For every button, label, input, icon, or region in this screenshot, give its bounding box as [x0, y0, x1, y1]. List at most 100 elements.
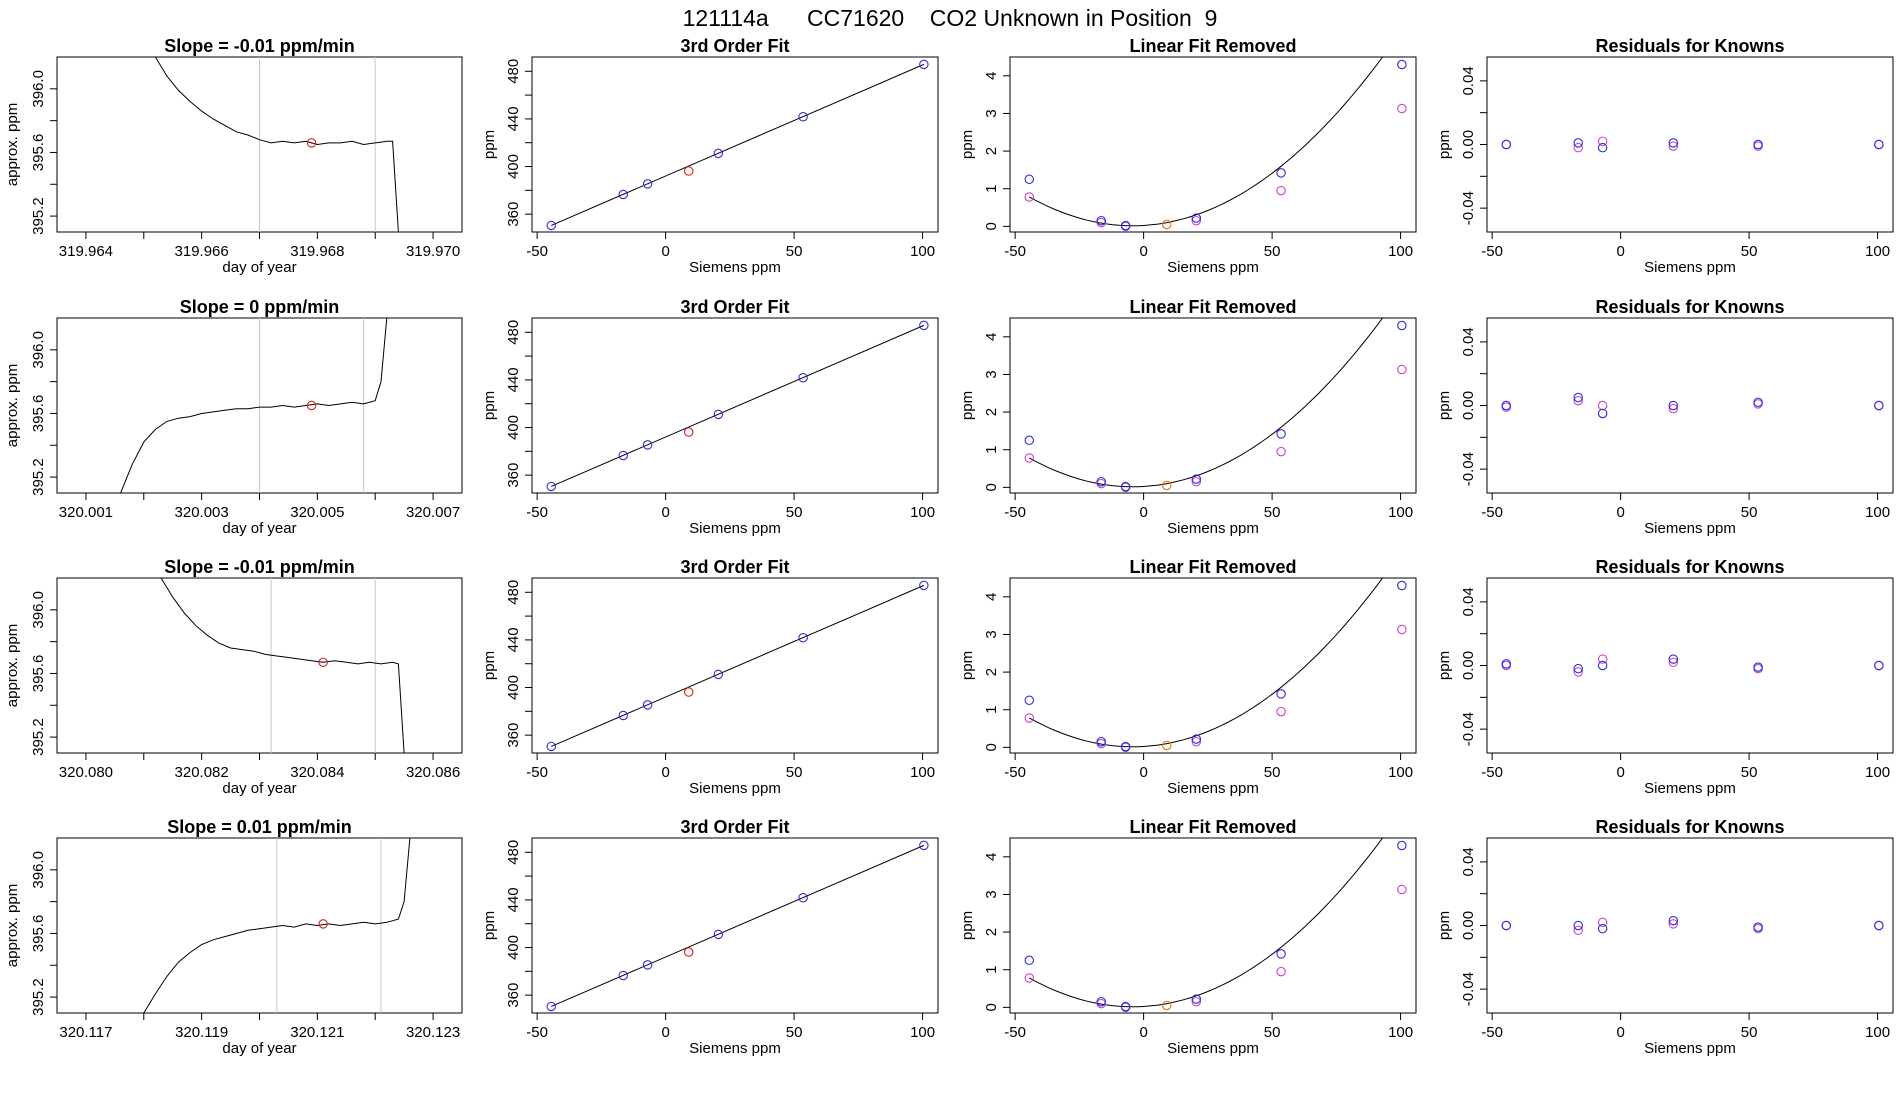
- y-tick-label: 0.04: [1460, 847, 1477, 876]
- fit-curve: [551, 63, 925, 226]
- residual-point: [1573, 392, 1583, 403]
- panel-title: 3rd Order Fit: [680, 817, 789, 837]
- residual-point: [1501, 659, 1512, 669]
- y-tick-label: 3: [983, 370, 1000, 378]
- x-axis-label: Siemens ppm: [1167, 780, 1259, 797]
- known-standard-point: [1397, 59, 1407, 70]
- panel-fit-r3: 3rd Order Fit -50 0 50 100 360 400 440 480 Siemen…: [481, 817, 939, 1057]
- unknown-sample-point: [683, 687, 694, 697]
- x-tick-label: 320.001: [59, 504, 113, 521]
- y-tick-label: 395.2: [30, 197, 47, 235]
- plot-area: [546, 840, 929, 1012]
- x-tick-label: 50: [1741, 764, 1758, 781]
- panel-fit-r1: 3rd Order Fit -50 0 50 100 360 400 440 480 Siemen…: [481, 297, 939, 537]
- y-tick-label: 0: [983, 1003, 1000, 1011]
- plot-frame: [56, 837, 463, 1014]
- y-axis-label: ppm: [959, 911, 976, 940]
- x-tick-label: 320.082: [175, 764, 229, 781]
- y-tick-label: 1: [983, 185, 1000, 193]
- x-axis-label: day of year: [222, 520, 296, 537]
- known-standard-point-alt: [1024, 973, 1035, 983]
- y-tick-label: 0.04: [1460, 327, 1477, 356]
- panel-title: Slope = -0.01 ppm/min: [164, 557, 355, 577]
- concentration-trace: [143, 838, 411, 1013]
- y-tick-label: -0.04: [1460, 972, 1477, 1006]
- fit-curve: [551, 844, 925, 1007]
- y-axis-label: ppm: [481, 651, 498, 680]
- x-tick-label: 50: [1741, 1024, 1758, 1041]
- known-standard-point-alt: [1276, 706, 1286, 717]
- x-tick-label: 100: [910, 243, 935, 260]
- known-standard-point: [713, 669, 724, 680]
- plot-area: [1501, 136, 1884, 153]
- plot-area: [120, 318, 388, 493]
- plot-frame: [1009, 317, 1417, 494]
- panel-title: Residuals for Knowns: [1595, 297, 1784, 317]
- known-standard-point: [713, 409, 724, 420]
- x-axis-label: day of year: [222, 1040, 296, 1057]
- panel-title: Residuals for Knowns: [1595, 817, 1784, 837]
- panel-title: Linear Fit Removed: [1129, 817, 1296, 837]
- concentration-trace: [120, 318, 388, 493]
- panel-stability-r3: Slope = 0.01 ppm/min 320.117 320.119 320.12…: [4, 817, 463, 1057]
- x-axis-label: Siemens ppm: [1167, 520, 1259, 537]
- known-standard-point-alt: [1276, 446, 1286, 457]
- y-tick-label: 0: [983, 222, 1000, 230]
- x-tick-label: 100: [1388, 243, 1413, 260]
- x-tick-label: 100: [1865, 764, 1890, 781]
- x-tick-label: 0: [661, 504, 669, 521]
- known-standard-point: [713, 929, 724, 940]
- panel-linear_removed-r1: Linear Fit Removed -50 0 50 100 0 1 2 3 4 Siemens …: [959, 297, 1417, 537]
- x-tick-label: 320.123: [406, 1024, 460, 1041]
- y-tick-label: 2: [983, 408, 1000, 416]
- known-standard-point: [1191, 213, 1202, 223]
- y-tick-label: 0.00: [1460, 651, 1477, 680]
- y-axis-label: ppm: [1436, 391, 1453, 420]
- y-axis-label: ppm: [481, 130, 498, 159]
- unknown-sample-point: [1161, 740, 1172, 751]
- x-tick-label: 320.007: [406, 504, 460, 521]
- plot-area: [1024, 838, 1407, 1013]
- residual-point-alt: [1573, 667, 1583, 677]
- plot-area: [1024, 578, 1407, 753]
- residual-point: [1753, 397, 1763, 408]
- x-tick-label: 50: [1264, 243, 1281, 260]
- known-standard-point: [1096, 215, 1106, 226]
- known-standard-point: [1120, 481, 1131, 492]
- panel-linear_removed-r0: Linear Fit Removed -50 0 50 100 0 1 2 3 4 Siemens …: [959, 36, 1417, 276]
- y-tick-label: 1: [983, 706, 1000, 714]
- x-tick-label: 100: [1865, 504, 1890, 521]
- x-axis-label: Siemens ppm: [1644, 1040, 1736, 1057]
- y-tick-label: 2: [983, 668, 1000, 676]
- residual-point: [1668, 915, 1679, 926]
- residual-point-alt: [1668, 657, 1679, 668]
- residual-point-alt: [1668, 141, 1679, 151]
- x-tick-label: 50: [1741, 504, 1758, 521]
- plot-area: [546, 580, 929, 752]
- unknown-sample-point: [683, 427, 694, 437]
- x-tick-label: -50: [1004, 504, 1026, 521]
- x-tick-label: 320.080: [59, 764, 113, 781]
- x-tick-label: 0: [1139, 243, 1147, 260]
- x-tick-label: 50: [786, 1024, 803, 1041]
- mean-point-marker: [306, 400, 317, 411]
- y-axis-label: approx. ppm: [4, 364, 21, 447]
- y-tick-label: 4: [983, 333, 1000, 341]
- residual-point: [1573, 663, 1583, 674]
- y-tick-label: 440: [505, 627, 522, 652]
- known-standard-point-alt: [1191, 736, 1202, 747]
- panel-title: 3rd Order Fit: [680, 297, 789, 317]
- y-tick-label: 360: [505, 202, 522, 227]
- known-standard-point: [798, 893, 808, 903]
- x-tick-label: 0: [1616, 1024, 1624, 1041]
- x-tick-label: 0: [1139, 1024, 1147, 1041]
- x-tick-label: 100: [910, 1024, 935, 1041]
- y-tick-label: 4: [983, 72, 1000, 80]
- y-tick-label: 4: [983, 853, 1000, 861]
- known-standard-point-alt: [1024, 713, 1035, 723]
- known-standard-point: [1397, 320, 1407, 331]
- residual-point: [1874, 139, 1884, 150]
- residual-point: [1501, 920, 1512, 931]
- panel-title: 3rd Order Fit: [680, 36, 789, 56]
- x-tick-label: -50: [1481, 243, 1503, 260]
